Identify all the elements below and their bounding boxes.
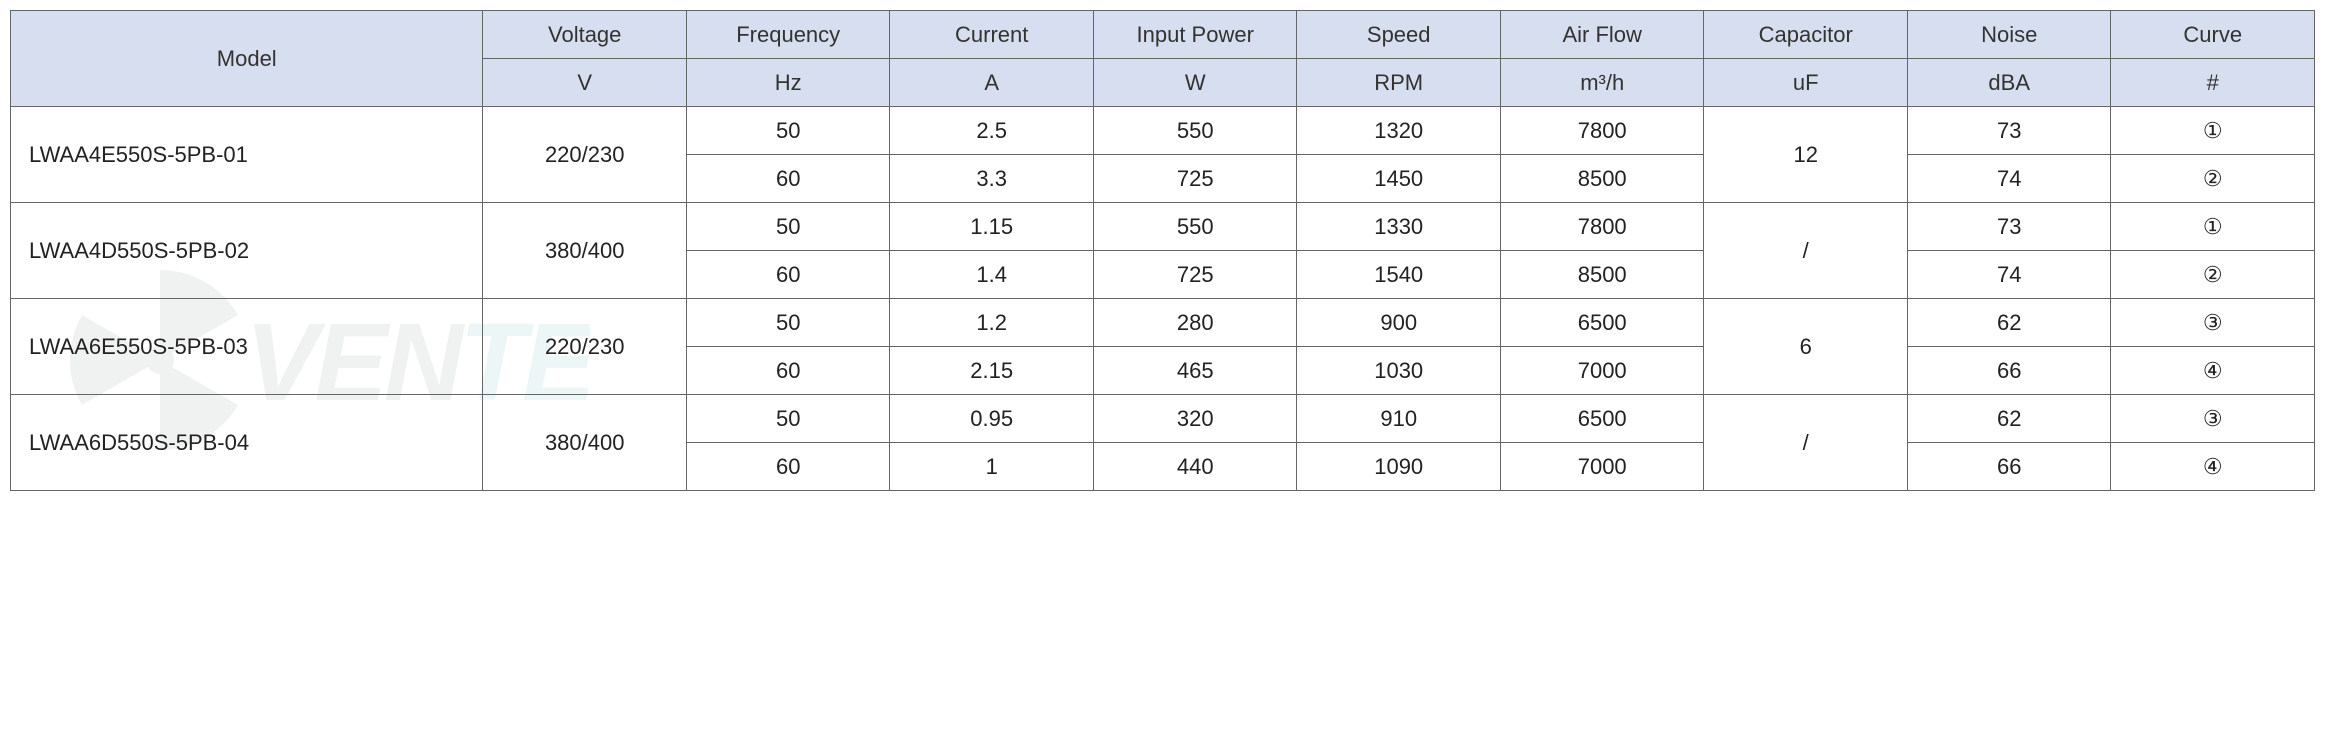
cell-curve: ③: [2111, 395, 2315, 443]
cell-voltage: 220/230: [483, 299, 687, 395]
col-header-capacitor: Capacitor: [1704, 11, 1908, 59]
cell-frequency: 60: [686, 347, 890, 395]
unit-voltage: V: [483, 59, 687, 107]
cell-air-flow: 7000: [1500, 347, 1704, 395]
cell-speed: 1320: [1297, 107, 1501, 155]
cell-input-power: 465: [1093, 347, 1297, 395]
cell-speed: 1090: [1297, 443, 1501, 491]
cell-speed: 1330: [1297, 203, 1501, 251]
cell-air-flow: 7800: [1500, 203, 1704, 251]
cell-model: LWAA6E550S-5PB-03: [11, 299, 483, 395]
cell-current: 2.5: [890, 107, 1094, 155]
cell-current: 2.15: [890, 347, 1094, 395]
col-header-input-power: Input Power: [1093, 11, 1297, 59]
cell-model: LWAA4E550S-5PB-01: [11, 107, 483, 203]
spec-table-body: LWAA4E550S-5PB-01220/230502.555013207800…: [11, 107, 2315, 491]
unit-speed: RPM: [1297, 59, 1501, 107]
cell-input-power: 320: [1093, 395, 1297, 443]
cell-voltage: 220/230: [483, 107, 687, 203]
col-header-air-flow: Air Flow: [1500, 11, 1704, 59]
cell-curve: ①: [2111, 203, 2315, 251]
table-row: LWAA4D550S-5PB-02380/400501.155501330780…: [11, 203, 2315, 251]
cell-model: LWAA6D550S-5PB-04: [11, 395, 483, 491]
cell-speed: 1540: [1297, 251, 1501, 299]
cell-curve: ④: [2111, 443, 2315, 491]
cell-current: 0.95: [890, 395, 1094, 443]
cell-current: 1: [890, 443, 1094, 491]
cell-current: 1.15: [890, 203, 1094, 251]
cell-input-power: 550: [1093, 107, 1297, 155]
cell-air-flow: 8500: [1500, 155, 1704, 203]
unit-curve: #: [2111, 59, 2315, 107]
cell-current: 1.4: [890, 251, 1094, 299]
cell-air-flow: 8500: [1500, 251, 1704, 299]
cell-model: LWAA4D550S-5PB-02: [11, 203, 483, 299]
cell-noise: 62: [1907, 299, 2111, 347]
col-header-model: Model: [11, 11, 483, 107]
unit-air-flow: m³/h: [1500, 59, 1704, 107]
cell-frequency: 50: [686, 203, 890, 251]
col-header-voltage: Voltage: [483, 11, 687, 59]
cell-capacitor: 12: [1704, 107, 1908, 203]
table-row: LWAA6E550S-5PB-03220/230501.228090065006…: [11, 299, 2315, 347]
cell-frequency: 60: [686, 155, 890, 203]
cell-air-flow: 7800: [1500, 107, 1704, 155]
cell-capacitor: /: [1704, 395, 1908, 491]
cell-air-flow: 6500: [1500, 395, 1704, 443]
cell-current: 1.2: [890, 299, 1094, 347]
col-header-noise: Noise: [1907, 11, 2111, 59]
cell-frequency: 50: [686, 107, 890, 155]
unit-input-power: W: [1093, 59, 1297, 107]
cell-voltage: 380/400: [483, 395, 687, 491]
cell-capacitor: /: [1704, 203, 1908, 299]
cell-speed: 900: [1297, 299, 1501, 347]
col-header-speed: Speed: [1297, 11, 1501, 59]
cell-noise: 66: [1907, 443, 2111, 491]
cell-frequency: 60: [686, 251, 890, 299]
table-row: LWAA4E550S-5PB-01220/230502.555013207800…: [11, 107, 2315, 155]
cell-noise: 74: [1907, 155, 2111, 203]
cell-curve: ②: [2111, 155, 2315, 203]
cell-input-power: 725: [1093, 251, 1297, 299]
col-header-current: Current: [890, 11, 1094, 59]
cell-speed: 1450: [1297, 155, 1501, 203]
unit-frequency: Hz: [686, 59, 890, 107]
cell-voltage: 380/400: [483, 203, 687, 299]
cell-input-power: 280: [1093, 299, 1297, 347]
cell-frequency: 60: [686, 443, 890, 491]
cell-frequency: 50: [686, 299, 890, 347]
cell-curve: ①: [2111, 107, 2315, 155]
cell-curve: ②: [2111, 251, 2315, 299]
cell-speed: 1030: [1297, 347, 1501, 395]
cell-curve: ④: [2111, 347, 2315, 395]
unit-capacitor: uF: [1704, 59, 1908, 107]
cell-current: 3.3: [890, 155, 1094, 203]
cell-noise: 73: [1907, 203, 2111, 251]
spec-table: Model Voltage Frequency Current Input Po…: [10, 10, 2315, 491]
cell-noise: 73: [1907, 107, 2111, 155]
col-header-curve: Curve: [2111, 11, 2315, 59]
unit-current: A: [890, 59, 1094, 107]
cell-frequency: 50: [686, 395, 890, 443]
cell-curve: ③: [2111, 299, 2315, 347]
cell-input-power: 440: [1093, 443, 1297, 491]
cell-noise: 74: [1907, 251, 2111, 299]
header-row-labels: Model Voltage Frequency Current Input Po…: [11, 11, 2315, 59]
cell-noise: 62: [1907, 395, 2111, 443]
cell-input-power: 550: [1093, 203, 1297, 251]
cell-capacitor: 6: [1704, 299, 1908, 395]
cell-noise: 66: [1907, 347, 2111, 395]
cell-air-flow: 7000: [1500, 443, 1704, 491]
cell-speed: 910: [1297, 395, 1501, 443]
unit-noise: dBA: [1907, 59, 2111, 107]
table-row: LWAA6D550S-5PB-04380/400500.953209106500…: [11, 395, 2315, 443]
cell-air-flow: 6500: [1500, 299, 1704, 347]
col-header-frequency: Frequency: [686, 11, 890, 59]
cell-input-power: 725: [1093, 155, 1297, 203]
